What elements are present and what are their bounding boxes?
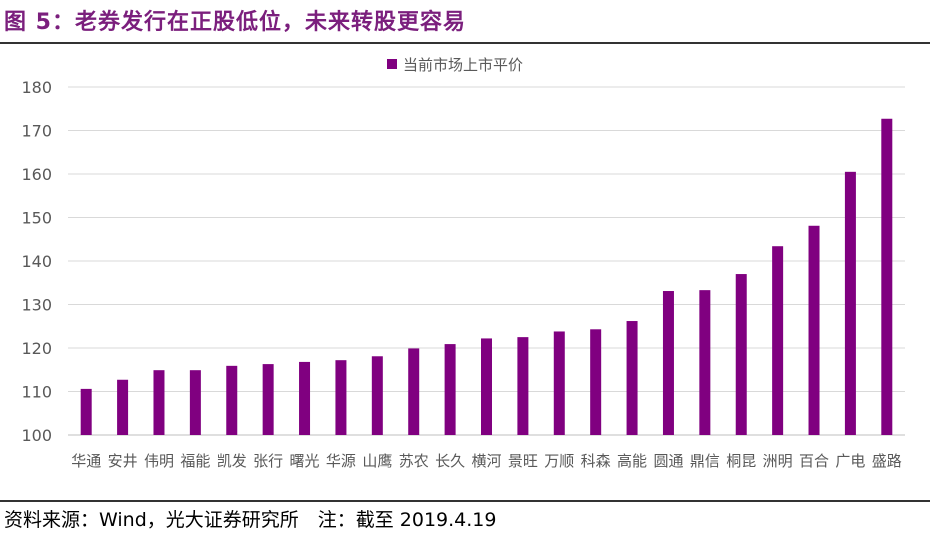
bar-百合 xyxy=(808,225,820,435)
x-tick-label: 华通 xyxy=(71,452,101,470)
legend-label: 当前市场上市平价 xyxy=(403,56,523,74)
legend-swatch xyxy=(387,59,397,69)
bar-华源 xyxy=(335,360,347,435)
y-tick-label: 140 xyxy=(21,252,52,271)
x-tick-label: 科森 xyxy=(581,452,611,470)
figure-title: 图 5：老券发行在正股低位，未来转股更容易 xyxy=(4,10,466,35)
bar-安井 xyxy=(117,379,129,435)
bar-鼎信 xyxy=(699,290,711,435)
x-tick-label: 山鹰 xyxy=(362,452,392,470)
bar-桐昆 xyxy=(735,274,747,435)
x-tick-label: 景旺 xyxy=(508,452,538,470)
y-tick-label: 130 xyxy=(21,296,52,315)
source-divider xyxy=(0,500,930,502)
y-tick-label: 100 xyxy=(21,426,52,445)
title-divider xyxy=(0,42,930,44)
x-tick-label: 华源 xyxy=(326,452,356,470)
bar-凯发 xyxy=(226,365,238,435)
x-tick-label: 桐昆 xyxy=(726,452,756,470)
x-tick-label: 广电 xyxy=(835,452,865,470)
y-tick-label: 150 xyxy=(21,209,52,228)
bar-景旺 xyxy=(517,337,529,435)
y-tick-label: 180 xyxy=(21,78,52,97)
x-tick-label: 凯发 xyxy=(217,452,247,470)
bar-福能 xyxy=(189,370,201,435)
bar-洲明 xyxy=(772,246,784,435)
y-tick-label: 120 xyxy=(21,339,52,358)
bar-广电 xyxy=(844,171,856,435)
x-tick-label: 曙光 xyxy=(290,452,320,470)
y-tick-label: 170 xyxy=(21,122,52,141)
bar-万顺 xyxy=(553,331,565,435)
bar-曙光 xyxy=(299,361,311,435)
x-tick-label: 万顺 xyxy=(544,452,574,470)
x-tick-label: 长久 xyxy=(435,452,465,470)
source-note: 资料来源：Wind，光大证券研究所 注：截至 2019.4.19 xyxy=(4,509,497,531)
x-tick-label: 张行 xyxy=(253,452,283,470)
x-tick-label: 安井 xyxy=(108,452,138,470)
y-tick-label: 160 xyxy=(21,165,52,184)
x-tick-label: 横河 xyxy=(471,452,501,470)
x-tick-label: 苏农 xyxy=(399,452,429,470)
bar-科森 xyxy=(590,329,602,435)
bar-山鹰 xyxy=(371,356,383,435)
x-tick-label: 圆通 xyxy=(653,452,683,470)
bar-伟明 xyxy=(153,370,165,435)
bar-盛路 xyxy=(881,118,893,435)
bar-苏农 xyxy=(408,348,420,435)
bar-圆通 xyxy=(662,291,674,435)
x-tick-label: 洲明 xyxy=(763,452,793,470)
bar-横河 xyxy=(481,338,492,435)
x-tick-label: 福能 xyxy=(180,452,210,470)
x-tick-label: 鼎信 xyxy=(690,452,720,470)
x-tick-label: 盛路 xyxy=(872,452,902,470)
bar-张行 xyxy=(262,364,274,435)
bar-华通 xyxy=(80,388,92,435)
x-tick-label: 高能 xyxy=(617,452,647,470)
y-tick-label: 110 xyxy=(21,383,52,402)
bar-长久 xyxy=(444,344,456,435)
x-tick-label: 伟明 xyxy=(144,452,174,470)
x-tick-label: 百合 xyxy=(799,452,829,470)
bar-高能 xyxy=(626,321,638,435)
bar-chart: 100 110 120 130 140 150 160 170 180 华通 安井 伟明 福能 凯发 张行曙… xyxy=(21,56,905,470)
